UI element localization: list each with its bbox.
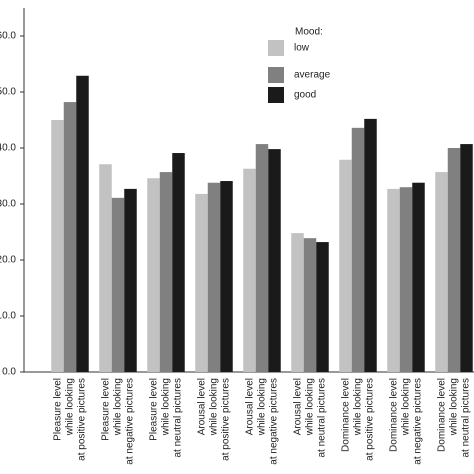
x-tick-label: Pleasure level — [101, 378, 112, 441]
bar — [99, 164, 112, 372]
bar — [255, 144, 269, 372]
x-tick-label: while looking — [161, 378, 172, 436]
bar — [111, 197, 125, 372]
bar — [76, 75, 89, 372]
x-tick-label: while looking — [353, 378, 364, 436]
bar — [303, 238, 317, 372]
x-tick-label: while looking — [257, 378, 268, 436]
bar — [51, 120, 64, 372]
bar — [412, 182, 425, 372]
y-tick-label: 30.0 — [0, 199, 16, 210]
x-tick-label: Arousal level — [197, 378, 208, 435]
bar — [220, 181, 233, 372]
bar — [399, 187, 413, 372]
y-tick-label: 50.0 — [0, 87, 16, 98]
bar — [243, 168, 256, 372]
bar — [291, 233, 304, 372]
x-tick-label: at positive pictures — [77, 378, 88, 461]
x-tick-label: Dominance level — [437, 378, 448, 452]
y-tick-label: 10.0 — [0, 311, 16, 322]
x-tick-label: Arousal level — [293, 378, 304, 435]
x-tick-label: at neutral pictures — [461, 378, 472, 458]
x-tick-label: at negative pictures — [125, 378, 136, 465]
bar — [316, 242, 329, 372]
x-tick-label: while looking — [305, 378, 316, 436]
x-tick-label: while looking — [65, 378, 76, 436]
y-tick-label: 0.0 — [2, 367, 16, 378]
legend-label: average — [294, 70, 331, 81]
x-tick-label: while looking — [209, 378, 220, 436]
x-tick-label: at positive pictures — [221, 378, 232, 461]
legend-swatch — [268, 40, 284, 56]
x-tick-label: while looking — [449, 378, 460, 436]
x-tick-label: at positive pictures — [365, 378, 376, 461]
y-tick-label: 60.0 — [0, 31, 16, 42]
x-tick-label: while looking — [401, 378, 412, 436]
legend-title: Mood: — [295, 27, 323, 38]
x-tick-label: Pleasure level — [53, 378, 64, 441]
bar — [207, 182, 221, 372]
y-tick-label: 20.0 — [0, 255, 16, 266]
bar — [147, 178, 160, 372]
bar — [435, 172, 448, 372]
x-tick-label: Dominance level — [341, 378, 352, 452]
x-tick-label: while looking — [113, 378, 124, 436]
bar — [351, 127, 365, 372]
x-tick-label: at negative pictures — [269, 378, 280, 465]
x-tick-label: Dominance level — [389, 378, 400, 452]
bar — [387, 188, 400, 372]
bar — [63, 102, 77, 372]
legend-label: low — [294, 43, 310, 54]
bar — [447, 148, 461, 372]
x-tick-label: at negative pictures — [413, 378, 424, 465]
x-tick-label: Pleasure level — [149, 378, 160, 441]
bar — [460, 144, 473, 372]
y-tick-label: 40.0 — [0, 143, 16, 154]
bar — [339, 159, 352, 372]
bar — [268, 149, 281, 372]
bar — [172, 153, 185, 372]
bar — [364, 118, 377, 372]
legend-swatch — [268, 87, 284, 103]
x-tick-label: Arousal level — [245, 378, 256, 435]
legend-swatch — [268, 67, 284, 83]
x-tick-label: at neutral pictures — [173, 378, 184, 458]
bar — [159, 172, 173, 372]
bar — [195, 193, 208, 372]
legend-label: good — [294, 90, 316, 101]
bar — [124, 188, 137, 372]
x-tick-label: at neutral pictures — [317, 378, 328, 458]
